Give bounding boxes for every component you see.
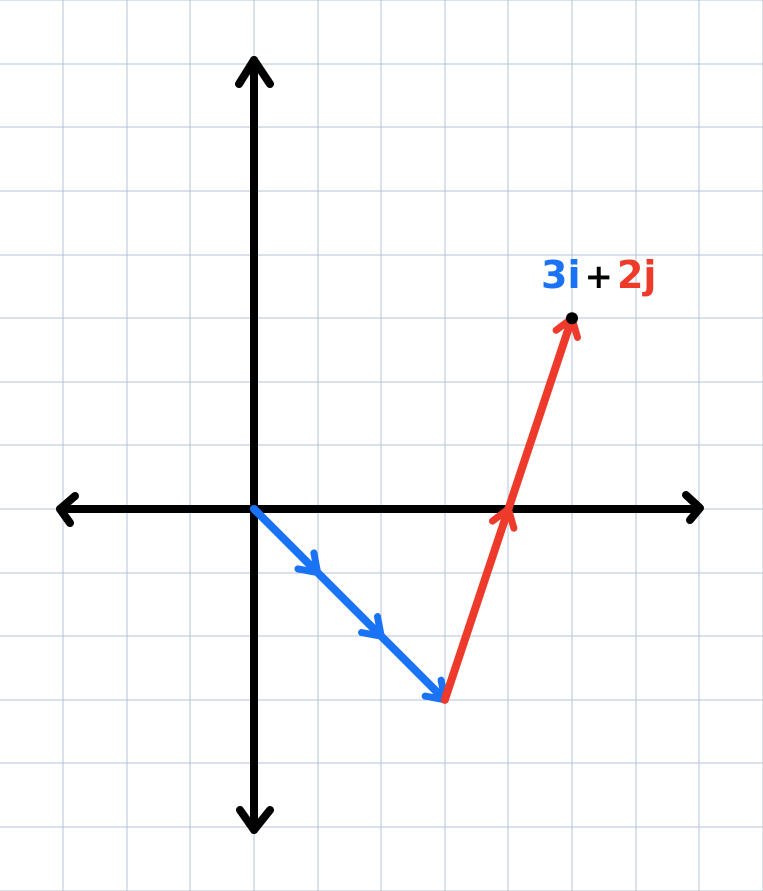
i-component-tick-arrow <box>358 613 385 640</box>
x-axis-left-arrow <box>56 492 79 527</box>
i-component-vector <box>250 505 449 704</box>
label-plus: + <box>584 257 613 297</box>
label-2j: 2j <box>616 253 657 297</box>
label-3i: 3i <box>541 253 581 297</box>
sum-label: 3i +2j <box>541 256 656 294</box>
endpoint-dot <box>566 312 578 325</box>
j-component-tick-arrow <box>488 505 518 532</box>
axes <box>56 56 704 834</box>
x-axis-right-arrow <box>682 491 704 524</box>
i-component-tick-arrow <box>294 549 322 577</box>
y-axis-up-arrow <box>235 56 274 88</box>
y-axis-down-arrow <box>236 806 274 834</box>
